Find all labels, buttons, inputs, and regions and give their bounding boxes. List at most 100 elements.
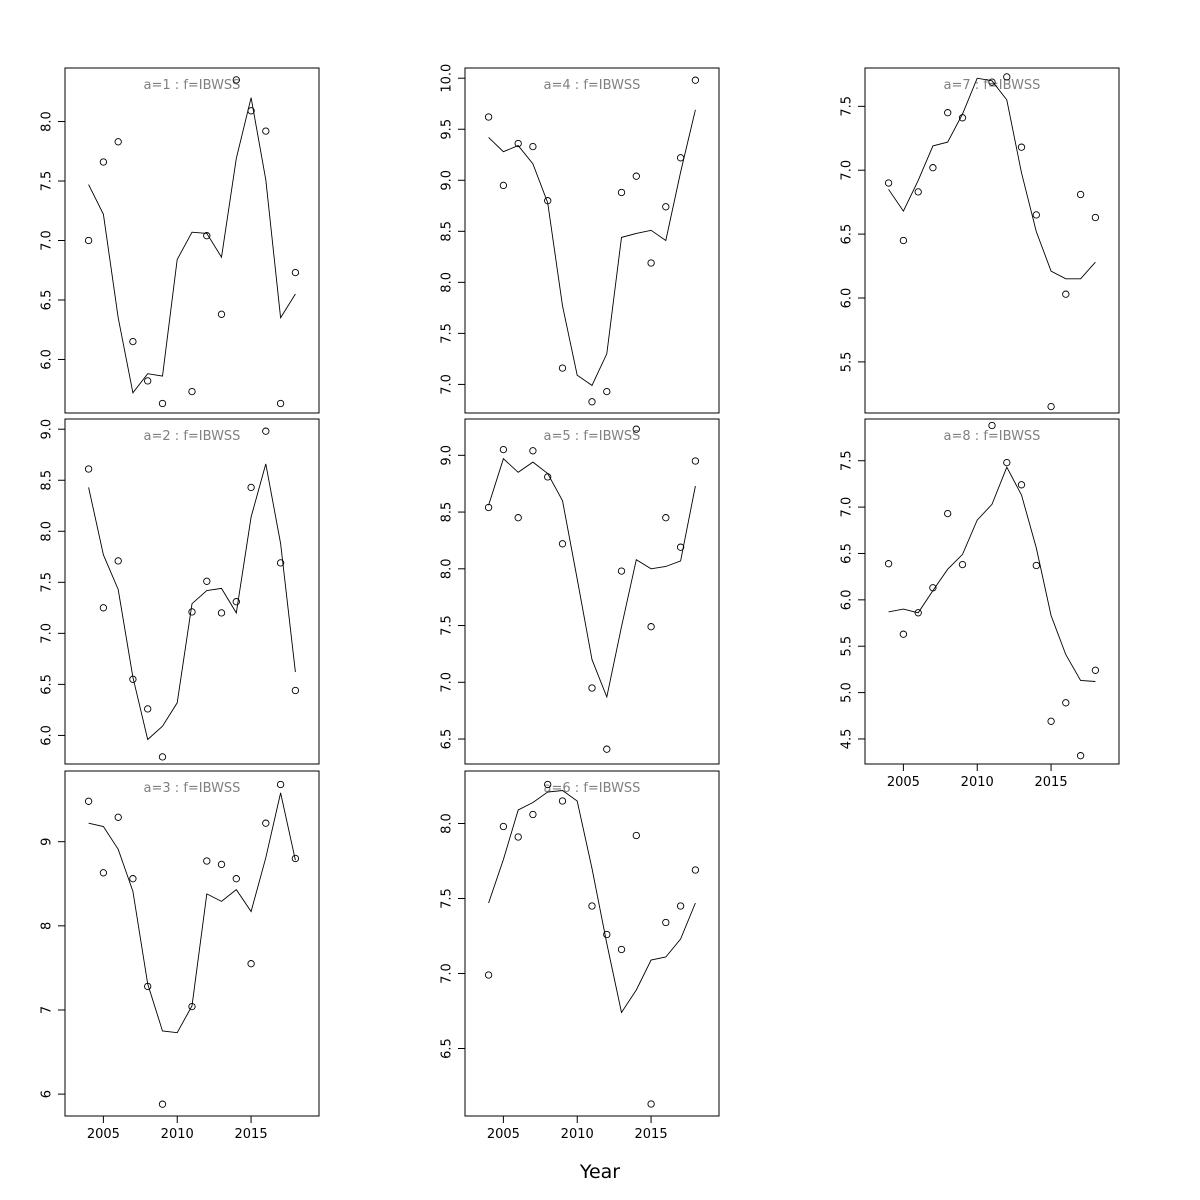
- y-axis: 6.0 6.5 7.0 7.5 8.0 8.5 9.0: [40, 419, 66, 746]
- observed-point: [232, 76, 240, 84]
- observed-point: [114, 813, 122, 821]
- observed-point: [662, 918, 670, 927]
- x-axis: 2005 2010 2015: [887, 763, 1068, 790]
- observed-point: [484, 113, 493, 121]
- observed-point: [617, 567, 626, 575]
- observed-point: [114, 138, 122, 146]
- panel-3: a=3 : f=IBWSS 6 7 8 9 2005 2010 2015: [40, 770, 320, 1142]
- y-tick-label: 6.5: [40, 290, 55, 311]
- y-tick-label: 6.5: [440, 729, 455, 750]
- observed-point: [632, 172, 640, 180]
- y-tick-label: 9: [40, 838, 55, 846]
- panel-title: a=5 : f=IBWSS: [544, 429, 641, 444]
- y-tick-label: 7.0: [840, 160, 855, 181]
- y-tick-label: 7.0: [440, 672, 455, 693]
- observed-point: [617, 188, 626, 197]
- y-axis: 6.0 6.5 7.0 7.5 8.0: [40, 111, 66, 370]
- observed-point: [188, 1002, 196, 1011]
- observed-point: [662, 203, 670, 211]
- observed-point: [262, 427, 270, 435]
- observed-point: [1076, 190, 1085, 199]
- y-tick-label: 6.0: [840, 590, 855, 611]
- observed-point: [603, 387, 611, 396]
- observed-point: [84, 797, 93, 805]
- observed-point: [884, 560, 893, 568]
- plot-frame: [464, 67, 720, 414]
- observed-point: [603, 745, 611, 753]
- y-tick-label: 6.0: [40, 349, 55, 370]
- observed-point: [914, 609, 922, 617]
- observed-point: [1062, 699, 1070, 707]
- observed-point: [588, 684, 596, 692]
- observed-point: [988, 421, 996, 430]
- y-tick-label: 8.0: [440, 813, 455, 834]
- observed-point: [188, 387, 196, 396]
- observed-point: [276, 780, 285, 789]
- observed-point: [558, 364, 567, 372]
- observed-point: [691, 457, 700, 465]
- fitted-line: [88, 97, 296, 394]
- observed-point: [529, 810, 537, 819]
- y-tick-label: 6.0: [840, 288, 855, 309]
- observed-point: [232, 598, 240, 606]
- observed-point: [632, 425, 640, 433]
- plot-frame: [864, 67, 1120, 414]
- observed-point: [1017, 143, 1026, 151]
- observed-point: [217, 310, 226, 318]
- observed-point: [588, 398, 596, 406]
- observed-points: [84, 780, 300, 1108]
- fitted-line: [88, 792, 296, 1034]
- observed-point: [217, 860, 226, 869]
- observed-point: [914, 188, 922, 196]
- y-tick-label: 9.5: [440, 119, 455, 140]
- observed-point: [1017, 481, 1026, 489]
- y-tick-label: 7.0: [40, 623, 55, 644]
- fitted-line: [888, 466, 1096, 682]
- x-axis: 2005 2010 2015: [487, 1115, 668, 1142]
- observed-point: [944, 109, 952, 117]
- y-tick-label: 8: [40, 922, 55, 930]
- y-tick-label: 5.0: [840, 682, 855, 703]
- y-tick-label: 5.5: [840, 352, 855, 373]
- observed-point: [247, 960, 255, 968]
- observed-points: [884, 73, 1100, 411]
- x-tick-label: 2005: [887, 775, 920, 790]
- observed-point: [603, 930, 611, 939]
- observed-point: [1091, 666, 1100, 674]
- observed-point: [188, 608, 196, 616]
- observed-point: [484, 971, 493, 979]
- observed-point: [676, 543, 685, 551]
- observed-point: [499, 181, 508, 190]
- fitted-line: [488, 790, 696, 1014]
- y-tick-label: 8.5: [40, 470, 55, 491]
- y-tick-label: 8.5: [440, 221, 455, 242]
- observed-point: [262, 819, 270, 827]
- observed-points: [84, 427, 300, 761]
- plot-frame: [464, 770, 720, 1117]
- y-axis: 5.5 6.0 6.5 7.0 7.5: [840, 96, 866, 373]
- observed-point: [1003, 73, 1011, 81]
- observed-point: [691, 76, 700, 84]
- observed-point: [544, 197, 552, 205]
- y-tick-label: 8.5: [440, 502, 455, 523]
- observed-point: [1062, 290, 1070, 298]
- observed-point: [988, 78, 996, 86]
- x-tick-label: 2015: [1035, 775, 1068, 790]
- observed-point: [929, 584, 937, 592]
- observed-point: [158, 1100, 167, 1108]
- panel-title: a=2 : f=IBWSS: [144, 429, 241, 444]
- observed-point: [647, 1100, 655, 1108]
- x-tick-label: 2015: [635, 1127, 668, 1142]
- observed-point: [1091, 213, 1100, 222]
- y-axis: 6 7 8 9: [40, 838, 66, 1098]
- observed-point: [514, 833, 522, 841]
- observed-point: [232, 875, 240, 883]
- observed-point: [114, 557, 122, 565]
- panel-1: a=1 : f=IBWSS 6.0 6.5 7.0 7.5 8.0: [40, 67, 320, 414]
- observed-points: [884, 421, 1100, 760]
- plot-frame: [864, 418, 1120, 765]
- observed-point: [544, 473, 552, 481]
- y-tick-label: 8.0: [40, 521, 55, 542]
- observed-point: [1076, 752, 1085, 760]
- observed-point: [691, 866, 700, 874]
